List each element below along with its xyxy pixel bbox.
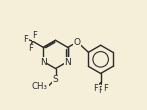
Text: CH₃: CH₃: [32, 82, 48, 91]
Text: O: O: [74, 38, 81, 48]
Text: F: F: [32, 31, 37, 40]
Text: F: F: [103, 84, 108, 93]
Text: S: S: [53, 75, 59, 84]
Text: F: F: [28, 44, 32, 53]
Text: F: F: [24, 35, 28, 44]
Text: F: F: [93, 84, 98, 93]
Text: N: N: [40, 58, 47, 67]
Text: F: F: [98, 86, 103, 95]
Text: N: N: [64, 58, 71, 67]
